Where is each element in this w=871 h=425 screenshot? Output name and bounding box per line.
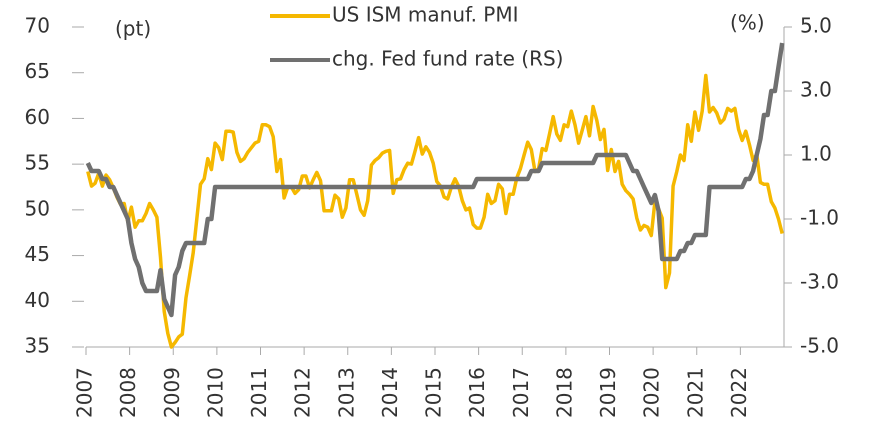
- x-tick-label: 2021: [683, 367, 707, 418]
- y2-tick-label: 3.0: [800, 78, 832, 102]
- series-line: [86, 73, 784, 349]
- y-tick-label: 50: [25, 196, 50, 220]
- x-tick-label: 2017: [509, 367, 533, 418]
- x-tick-label: 2007: [73, 367, 97, 418]
- x-tick-label: 2015: [422, 367, 446, 418]
- x-tick-label: 2019: [596, 367, 620, 418]
- y-tick-label: 55: [25, 151, 50, 175]
- series-line: [85, 42, 785, 318]
- y2-tick-label: -5.0: [800, 334, 839, 358]
- legend-label: US ISM manuf. PMI: [332, 3, 519, 27]
- x-tick-label: 2022: [727, 367, 751, 418]
- y-tick-label: 45: [25, 242, 50, 266]
- x-tick-label: 2020: [640, 367, 664, 418]
- legend-label: chg. Fed fund rate (RS): [332, 47, 563, 71]
- y-tick-label: 35: [25, 334, 50, 358]
- x-tick-label: 2016: [465, 367, 489, 418]
- x-tick-label: 2011: [247, 367, 271, 418]
- y2-tick-label: 1.0: [800, 142, 832, 166]
- y2-tick-label: -1.0: [800, 206, 839, 230]
- y2-tick-label: 5.0: [800, 14, 832, 38]
- x-tick-label: 2014: [378, 367, 402, 418]
- y-tick-label: 40: [25, 288, 50, 312]
- x-tick-label: 2008: [116, 367, 140, 418]
- x-tick-label: 2012: [291, 367, 315, 418]
- y2-unit-label: (%): [730, 11, 765, 35]
- y-tick-label: 70: [25, 14, 50, 38]
- y2-tick-label: -3.0: [800, 270, 839, 294]
- x-tick-label: 2018: [552, 367, 576, 418]
- x-tick-label: 2013: [334, 367, 358, 418]
- y-tick-label: 65: [25, 59, 50, 83]
- x-tick-label: 2010: [203, 367, 227, 418]
- y-tick-label: 60: [25, 105, 50, 129]
- y-unit-label: (pt): [115, 17, 151, 41]
- x-tick-label: 2009: [160, 367, 184, 418]
